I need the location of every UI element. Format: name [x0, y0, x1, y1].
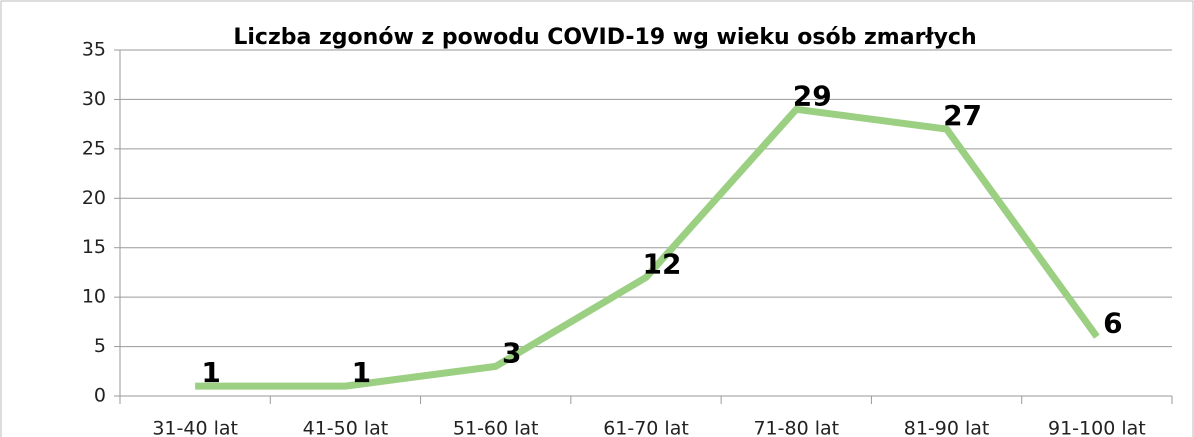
x-tick-label: 71-80 lat: [753, 418, 839, 437]
y-tick-label: 20: [82, 187, 106, 209]
y-tick-label: 30: [82, 88, 106, 110]
data-label: 1: [352, 356, 371, 389]
y-tick-label: 15: [82, 236, 106, 258]
data-label: 6: [1103, 307, 1122, 340]
x-tick-label: 31-40 lat: [152, 418, 238, 437]
x-tick-label: 41-50 lat: [303, 418, 389, 437]
x-tick-label: 81-90 lat: [904, 418, 990, 437]
data-label: 1: [201, 356, 220, 389]
x-tick-label: 61-70 lat: [603, 418, 689, 437]
series-line: [195, 105, 1100, 390]
y-tick-label: 35: [82, 39, 106, 61]
chart-title: Liczba zgonów z powodu COVID-19 wg wieku…: [233, 25, 976, 50]
data-label: 3: [502, 336, 521, 369]
data-label: 12: [643, 247, 682, 280]
y-tick-label: 10: [82, 286, 106, 308]
x-tick-label: 51-60 lat: [453, 418, 539, 437]
x-tick-label: 91-100 lat: [1048, 418, 1146, 437]
y-tick-label: 5: [94, 335, 106, 357]
data-label: 29: [793, 79, 832, 112]
data-label: 27: [943, 99, 982, 132]
y-tick-label: 25: [82, 137, 106, 159]
y-tick-label: 0: [94, 385, 106, 407]
